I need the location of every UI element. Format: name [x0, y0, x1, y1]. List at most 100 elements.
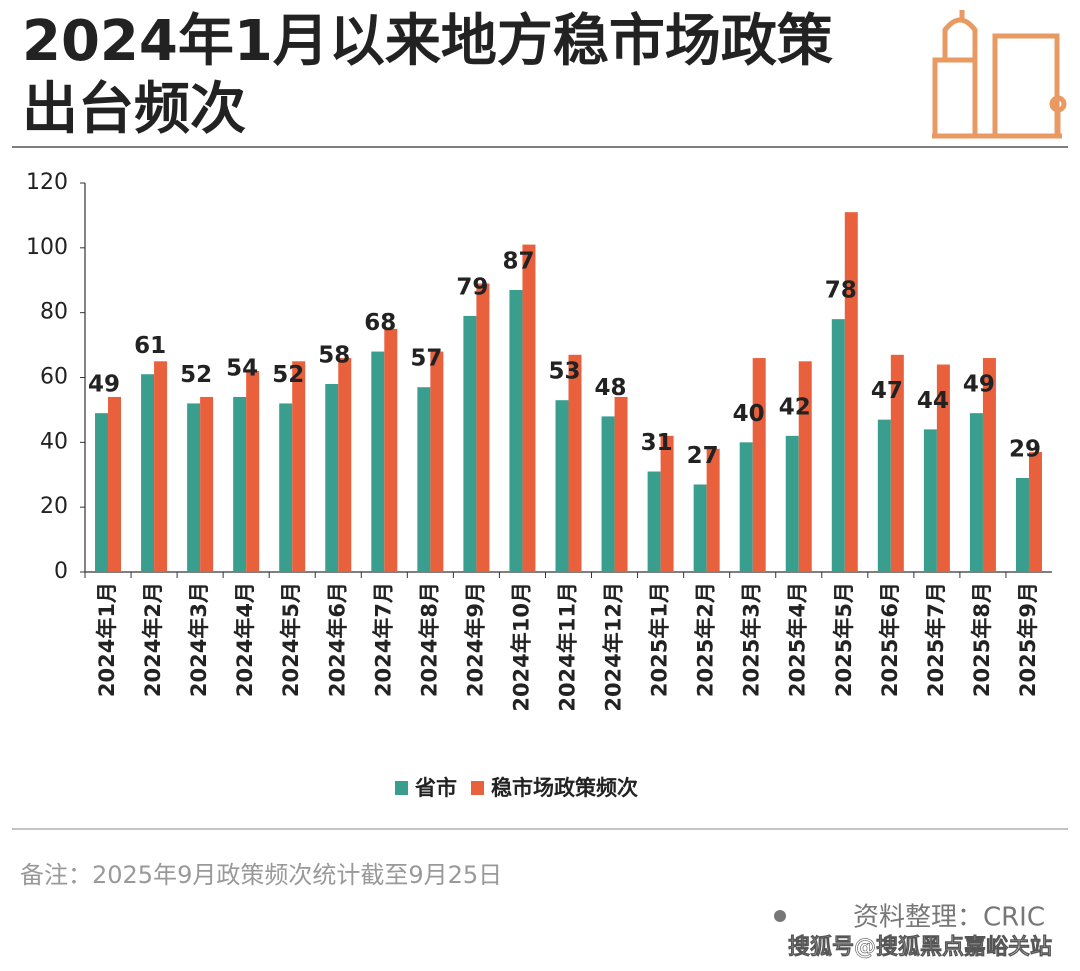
bar — [1028, 452, 1042, 572]
bar — [476, 283, 490, 572]
data-label: 48 — [595, 375, 627, 401]
x-tick-label: 2024年5月 — [279, 582, 303, 697]
bar — [752, 358, 766, 572]
data-label: 52 — [272, 362, 304, 388]
y-tick-label: 60 — [40, 365, 68, 390]
bar — [877, 419, 891, 572]
x-tick-label: 2024年8月 — [417, 582, 441, 697]
x-tick-label: 2024年12月 — [602, 582, 626, 712]
y-tick-label: 80 — [40, 300, 68, 325]
x-tick-label: 2025年8月 — [970, 582, 994, 697]
y-tick-label: 20 — [40, 494, 68, 519]
x-tick-label: 2025年9月 — [1016, 582, 1040, 697]
bar — [430, 351, 444, 572]
legend-swatch — [471, 781, 484, 795]
x-tick-label: 2024年4月 — [233, 582, 257, 697]
x-tick-label: 2025年2月 — [694, 582, 718, 697]
bar — [338, 358, 352, 572]
y-tick-label: 40 — [40, 429, 68, 454]
data-label: 49 — [88, 372, 120, 398]
data-label: 44 — [917, 388, 949, 414]
data-label: 31 — [641, 430, 673, 456]
y-tick-label: 0 — [54, 559, 68, 584]
bar — [233, 396, 247, 572]
x-tick-label: 2024年6月 — [325, 582, 349, 697]
data-label: 54 — [226, 355, 258, 381]
watermark: 搜狐号@搜狐黑点嘉峪关站 — [788, 934, 1052, 960]
x-tick-label: 2024年1月 — [95, 582, 119, 697]
bar — [568, 354, 582, 572]
bar — [890, 354, 904, 572]
bar — [969, 413, 983, 572]
data-label: 53 — [548, 359, 580, 385]
y-tick-label: 120 — [26, 170, 68, 195]
bar — [200, 396, 214, 572]
data-label: 42 — [779, 394, 811, 420]
bar — [108, 396, 122, 572]
bar — [693, 484, 707, 572]
bar — [95, 413, 109, 572]
data-label: 47 — [871, 378, 903, 404]
bar — [325, 383, 339, 572]
data-label: 57 — [410, 346, 442, 372]
bar — [417, 387, 431, 572]
data-label: 29 — [1009, 436, 1041, 462]
x-tick-label: 2024年7月 — [371, 582, 395, 697]
x-tick-label: 2025年4月 — [786, 582, 810, 697]
legend-label: 省市 — [414, 776, 457, 800]
data-label: 40 — [733, 401, 765, 427]
legend-swatch — [395, 781, 408, 795]
x-tick-label: 2025年1月 — [648, 582, 672, 697]
building-icon — [932, 10, 1067, 139]
x-tick-label: 2024年11月 — [556, 582, 580, 712]
bar — [614, 396, 628, 572]
source: 资料整理：CRIC — [853, 903, 1045, 933]
bar — [522, 244, 536, 572]
data-label: 27 — [687, 443, 719, 469]
chart-title: 2024年1月以来地方稳市场政策出台频次 — [22, 9, 833, 142]
x-tick-label: 2025年5月 — [832, 582, 856, 697]
bar — [371, 351, 385, 572]
data-label: 52 — [180, 362, 212, 388]
bar — [292, 361, 306, 572]
bar — [798, 361, 812, 572]
x-tick-label: 2024年9月 — [463, 582, 487, 697]
data-label: 49 — [963, 372, 995, 398]
x-tick-label: 2024年3月 — [187, 582, 211, 697]
x-tick-label: 2025年7月 — [924, 582, 948, 697]
bar — [739, 442, 753, 572]
bar — [785, 435, 799, 572]
y-tick-label: 100 — [26, 235, 68, 260]
x-tick-label: 2025年6月 — [878, 582, 902, 697]
bar — [279, 403, 293, 572]
bar — [246, 371, 260, 572]
bar — [923, 429, 937, 572]
bar — [509, 289, 523, 572]
bar — [831, 319, 845, 572]
x-tick-label: 2024年10月 — [509, 582, 533, 712]
bar — [936, 364, 950, 572]
bar — [844, 212, 858, 573]
note: 备注：2025年9月政策频次统计截至9月25日 — [20, 861, 502, 889]
bar — [187, 403, 201, 572]
data-label: 61 — [134, 333, 166, 359]
x-tick-label: 2024年2月 — [141, 582, 165, 697]
legend-label: 稳市场政策频次 — [491, 776, 638, 800]
data-label: 68 — [364, 310, 396, 336]
data-label: 79 — [456, 274, 488, 300]
bullet — [774, 910, 786, 922]
bar — [384, 328, 398, 572]
bar — [660, 435, 674, 572]
x-tick-label: 2025年3月 — [740, 582, 764, 697]
bar — [463, 315, 477, 572]
bar — [601, 416, 615, 572]
data-label: 87 — [502, 248, 534, 274]
bar — [555, 400, 569, 572]
bar — [1015, 477, 1029, 572]
bar — [647, 471, 661, 572]
bar — [141, 374, 155, 572]
bar — [154, 361, 168, 572]
data-label: 58 — [318, 342, 350, 368]
